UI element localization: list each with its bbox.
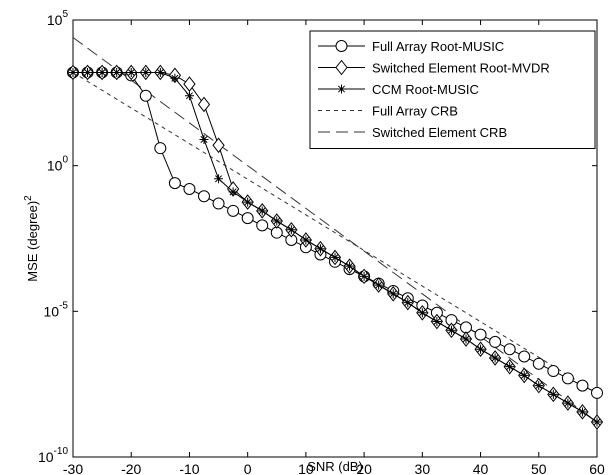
circle-marker xyxy=(184,183,195,194)
y-tick-label: 100 xyxy=(47,155,69,174)
star-marker xyxy=(476,345,485,354)
star-marker xyxy=(200,135,209,144)
circle-marker xyxy=(155,143,166,154)
star-marker xyxy=(287,225,296,234)
star-marker xyxy=(185,91,194,100)
star-marker xyxy=(549,390,558,399)
legend-label: Full Array CRB xyxy=(372,104,458,119)
x-tick-label: 50 xyxy=(531,461,547,475)
circle-marker xyxy=(490,336,501,347)
star-marker xyxy=(316,244,325,253)
star-marker xyxy=(462,335,471,344)
star-marker xyxy=(69,68,78,77)
x-tick-label: 0 xyxy=(244,461,252,475)
star-marker xyxy=(418,308,427,317)
x-tick-label: -10 xyxy=(179,461,199,475)
star-marker xyxy=(374,281,383,290)
circle-marker xyxy=(519,351,530,362)
star-marker xyxy=(403,298,412,307)
star-marker xyxy=(83,68,92,77)
circle-marker xyxy=(475,329,486,340)
star-marker xyxy=(272,217,281,226)
circle-marker xyxy=(548,366,559,377)
legend-label: CCM Root-MUSIC xyxy=(372,82,479,97)
star-marker xyxy=(112,68,121,77)
star-marker xyxy=(301,235,310,244)
circle-marker xyxy=(533,358,544,369)
star-marker xyxy=(98,68,107,77)
star-marker xyxy=(127,68,136,77)
star-marker xyxy=(243,198,252,207)
star-marker xyxy=(156,68,165,77)
star-marker xyxy=(505,362,514,371)
star-marker xyxy=(593,418,602,427)
legend-label: Full Array Root-MUSIC xyxy=(372,39,504,54)
circle-marker xyxy=(257,220,268,231)
legend-label: Switched Element CRB xyxy=(372,125,507,140)
star-marker xyxy=(345,262,354,271)
star-marker xyxy=(170,74,179,83)
star-marker xyxy=(214,174,223,183)
star-marker xyxy=(229,187,238,196)
circle-marker xyxy=(577,380,588,391)
star-marker xyxy=(337,85,346,94)
circle-marker xyxy=(140,90,151,101)
star-marker xyxy=(578,407,587,416)
x-tick-label: 60 xyxy=(589,461,605,475)
x-axis-label: SNR (dB) xyxy=(307,459,363,474)
star-marker xyxy=(389,289,398,298)
star-marker xyxy=(520,371,529,380)
star-marker xyxy=(141,68,150,77)
y-tick-label: 105 xyxy=(47,9,69,28)
legend-label: Switched Element Root-MVDR xyxy=(372,61,550,76)
star-marker xyxy=(258,206,267,215)
circle-marker xyxy=(169,178,180,189)
x-tick-label: 40 xyxy=(473,461,489,475)
star-marker xyxy=(534,381,543,390)
circle-marker xyxy=(504,344,515,355)
star-marker xyxy=(360,272,369,281)
x-tick-label: -30 xyxy=(63,461,83,475)
star-marker xyxy=(491,353,500,362)
star-marker xyxy=(331,253,340,262)
circle-marker xyxy=(228,205,239,216)
y-tick-label: 10-5 xyxy=(44,300,69,319)
circle-marker xyxy=(242,213,253,224)
legend: Full Array Root-MUSIC Switched Element Ro… xyxy=(310,31,595,149)
circle-marker xyxy=(562,373,573,384)
star-marker xyxy=(432,317,441,326)
star-marker xyxy=(563,399,572,408)
y-axis-label: MSE (degree)2 xyxy=(23,195,40,282)
circle-marker xyxy=(336,41,347,52)
star-marker xyxy=(447,326,456,335)
circle-marker xyxy=(213,198,224,209)
x-tick-label: 30 xyxy=(415,461,431,475)
x-tick-label: -20 xyxy=(121,461,141,475)
circle-marker xyxy=(199,191,210,202)
circle-marker xyxy=(592,387,603,398)
